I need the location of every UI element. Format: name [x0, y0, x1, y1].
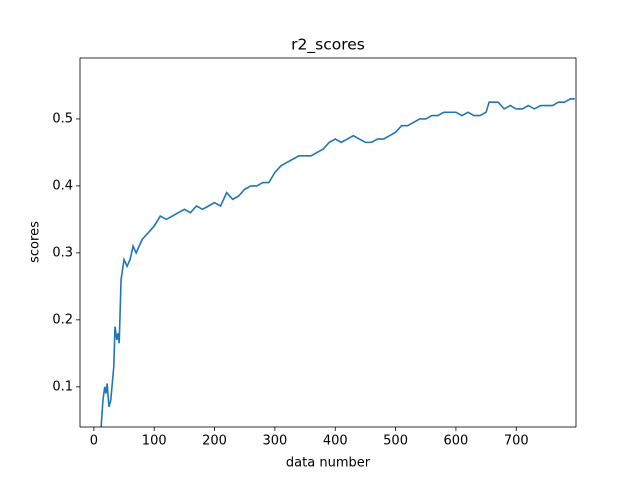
x-axis-label: data number [286, 456, 371, 471]
y-axis-label: scores [28, 221, 43, 263]
x-tick-label: 700 [504, 434, 529, 449]
x-tick-label: 500 [383, 434, 408, 449]
x-tick-label: 200 [202, 434, 227, 449]
x-tick-label: 300 [262, 434, 287, 449]
y-tick-label: 0.5 [52, 111, 73, 126]
y-tick-label: 0.2 [52, 312, 73, 327]
y-tick-label: 0.1 [52, 379, 73, 394]
x-tick-label: 600 [444, 434, 469, 449]
chart-title: r2_scores [291, 36, 365, 55]
y-tick-label: 0.3 [52, 245, 73, 260]
y-tick-label: 0.4 [52, 178, 73, 193]
x-tick-label: 0 [90, 434, 98, 449]
x-tick-label: 100 [142, 434, 167, 449]
x-tick-label: 400 [323, 434, 348, 449]
axes-frame [79, 57, 577, 428]
line [100, 98, 575, 427]
